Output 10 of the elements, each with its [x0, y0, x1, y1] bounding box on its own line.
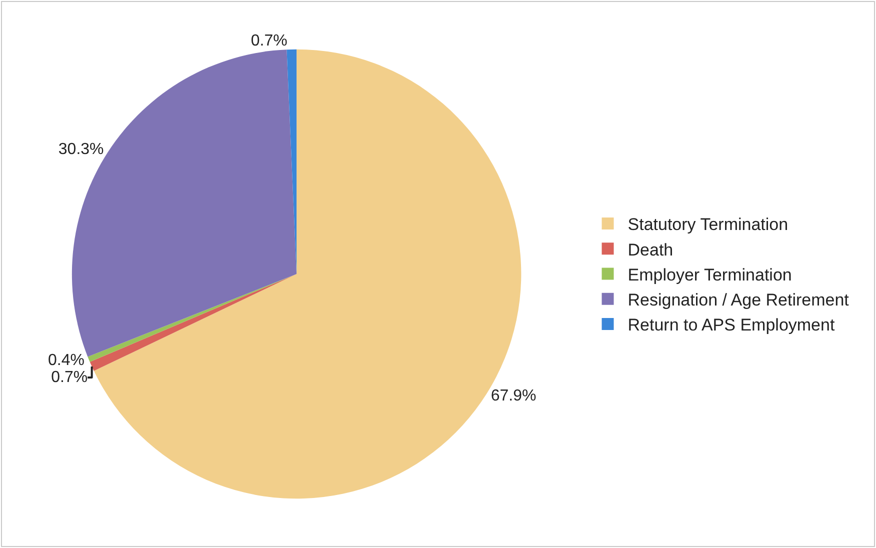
- data-label: 0.7%: [51, 369, 88, 386]
- data-label: 30.3%: [58, 140, 104, 158]
- legend-label: Employer Termination: [628, 265, 792, 284]
- legend-label: Return to APS Employment: [628, 316, 835, 335]
- legend-label: Death: [628, 240, 674, 260]
- data-label: 0.4%: [48, 352, 84, 370]
- legend-label: Statutory Termination: [628, 215, 788, 234]
- legend-label: Resignation / Age Retirement: [628, 290, 850, 310]
- data-label: 67.9%: [490, 388, 536, 405]
- data-label: 0.7%: [250, 32, 288, 50]
